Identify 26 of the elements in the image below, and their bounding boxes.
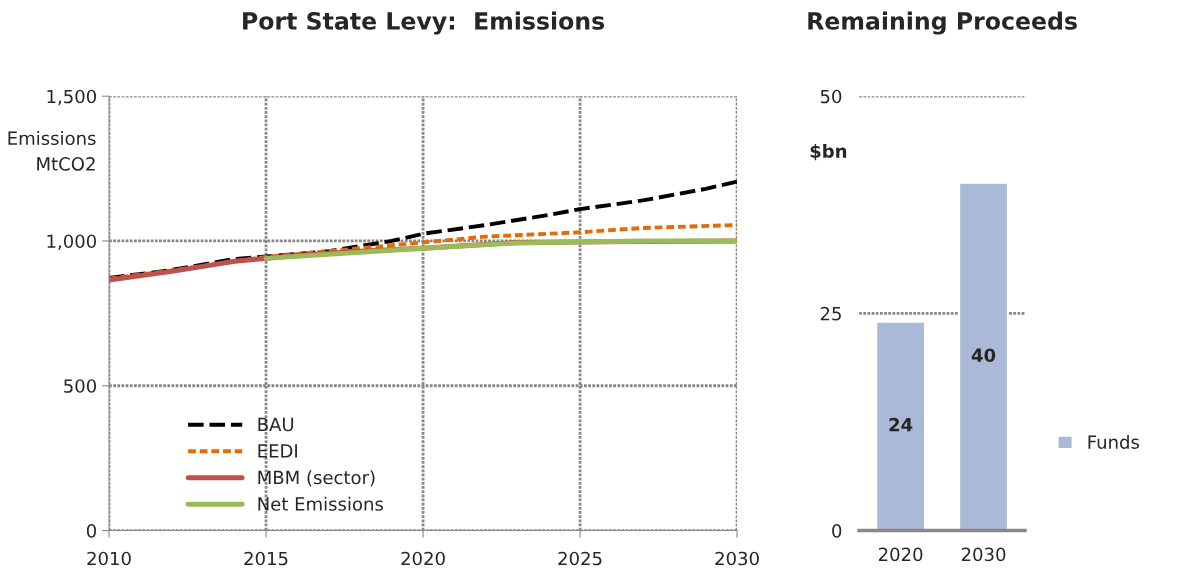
y-tick-label: 500 [64,379,97,393]
x-tick-label: 2030 [715,551,759,566]
y-tick-label: 1,000 [47,234,97,250]
x-tick-label: 2015 [244,551,288,566]
y-tick-label: 50 [820,89,842,104]
legend-label: EEDI [258,444,297,458]
y-tick-label: 25 [820,306,841,321]
y-tick-label: 1,500 [47,89,97,106]
legend-label: MBM (sector) [258,470,375,487]
data-label: 24 [889,417,913,432]
x-tick-label: 2020 [878,547,923,562]
y-tick-label: 0 [86,523,97,538]
x-tick-label: 2030 [961,547,1006,562]
x-tick-label: 2025 [558,551,602,566]
legend-label: Funds [1088,434,1140,449]
x-tick-label: 2010 [87,551,131,566]
chart-title: Port State Levy: Emissions [243,11,605,35]
legend-label: Net Emissions [258,496,383,511]
data-label: 40 [971,348,996,363]
x-tick-label: 2020 [401,551,445,566]
y-axis-title: $bn [810,143,847,161]
chart-title: Remaining Proceeds [808,11,1077,35]
line-series [263,238,738,261]
y-axis-title: Emissions MtCO2 [8,131,96,171]
y-tick-label: 0 [832,523,842,538]
legend-label: BAU [258,417,294,432]
